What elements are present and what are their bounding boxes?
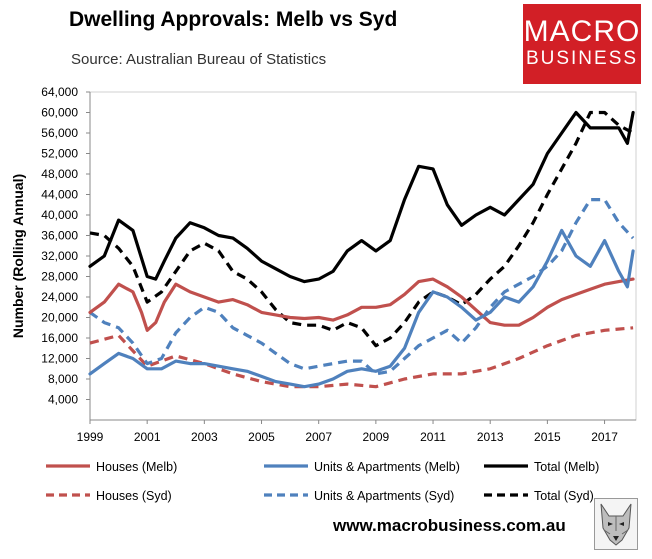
y-tick-label: 36,000 [41,229,78,243]
series-line-total-melb [88,110,635,284]
wolf-emblem-icon [594,498,638,550]
x-tick-label: 1999 [77,430,104,444]
y-axis-label: Number (Rolling Annual) [10,174,26,338]
x-tick-label: 2011 [420,430,446,444]
legend-label-total-melb: Total (Melb) [534,460,599,474]
logo-line-1: MACRO [523,15,641,48]
series-line-units-apartments-melb [88,228,635,389]
website-url: www.macrobusiness.com.au [333,516,566,535]
chart-title: Dwelling Approvals: Melb vs Syd [69,8,398,31]
x-tick-label: 2003 [191,430,218,444]
logo-line-2: BUSINESS [525,48,639,69]
y-tick-label: 52,000 [41,147,78,161]
y-tick-label: 16,000 [41,331,78,345]
y-tick-label: 56,000 [41,126,78,140]
y-tick-label: 44,000 [41,188,78,202]
legend-label-total-syd: Total (Syd) [534,489,594,503]
y-tick-label: 64,000 [41,85,78,99]
x-tick-label: 2001 [134,430,161,444]
legend-label-units-apartments-melb: Units & Apartments (Melb) [314,460,460,474]
y-tick-label: 20,000 [41,311,78,325]
series-line-units-apartments-syd [89,198,635,376]
series-line-houses-melb [88,277,635,332]
series-line-total-syd [89,110,634,348]
y-tick-label: 40,000 [41,208,78,222]
x-tick-label: 2007 [305,430,332,444]
x-tick-label: 2013 [477,430,504,444]
legend-label-units-apartments-syd: Units & Apartments (Syd) [314,489,454,503]
x-tick-label: 2009 [363,430,390,444]
y-tick-label: 24,000 [41,290,78,304]
y-tick-label: 60,000 [41,106,78,120]
y-tick-label: 32,000 [41,249,78,263]
x-tick-label: 2005 [248,430,275,444]
x-tick-label: 2015 [534,430,561,444]
y-tick-label: 8,000 [48,372,78,386]
y-tick-label: 4,000 [48,393,78,407]
y-tick-label: 12,000 [41,352,78,366]
series-line-houses-syd [89,326,634,389]
macrobusiness-logo: MACRO BUSINESS [523,4,641,84]
y-tick-label: 28,000 [41,270,78,284]
x-tick-label: 2017 [591,430,618,444]
y-tick-label: 48,000 [41,167,78,181]
legend-label-houses-syd: Houses (Syd) [96,489,172,503]
legend-label-houses-melb: Houses (Melb) [96,460,177,474]
chart-source: Source: Australian Bureau of Statistics [71,51,327,68]
